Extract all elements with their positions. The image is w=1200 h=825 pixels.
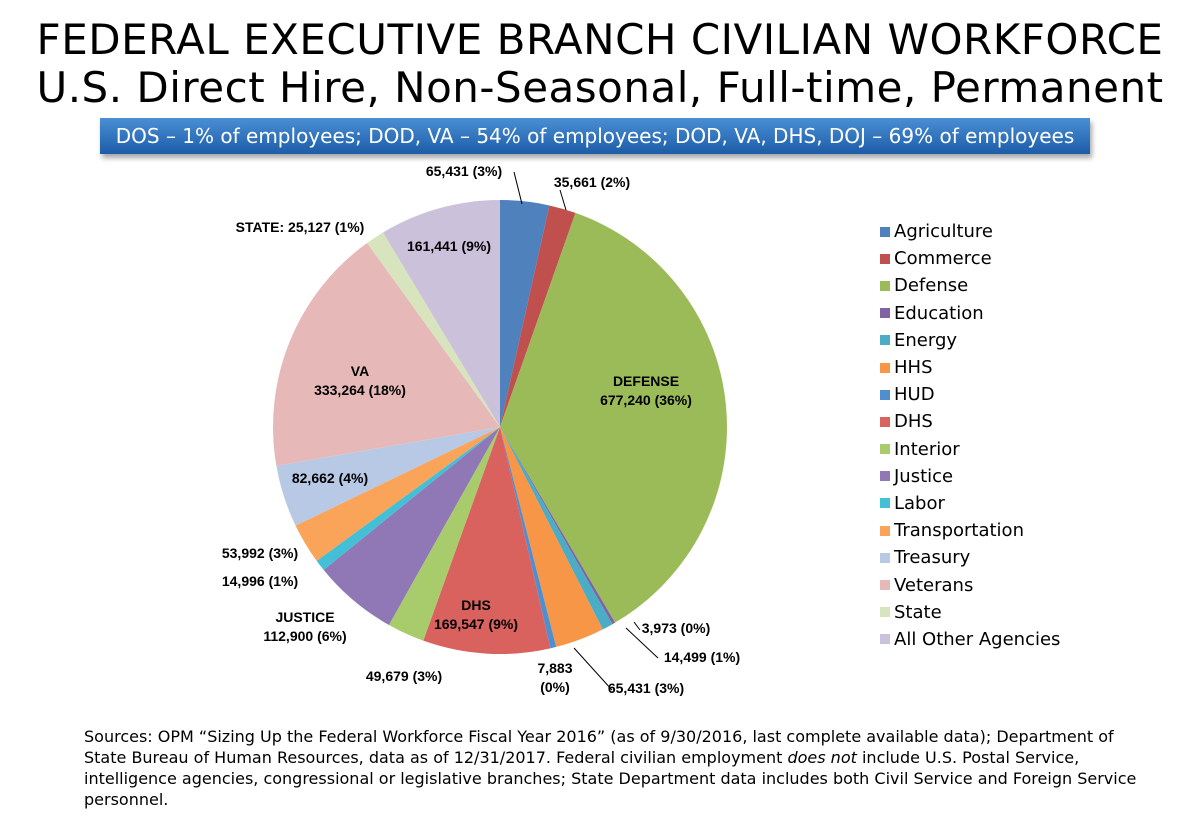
- slice-dhs: [423, 427, 551, 654]
- legend-label: Defense: [894, 275, 969, 297]
- legend-label: Labor: [894, 492, 945, 514]
- legend-item-commerce: Commerce: [880, 245, 1060, 272]
- data-label-energy: 14,499 (1%): [664, 649, 740, 665]
- slice-labor: [316, 427, 500, 570]
- legend-label: Veterans: [894, 574, 974, 596]
- legend-item-defense: Defense: [880, 272, 1060, 299]
- data-label-justice: JUSTICE 112,900 (6%): [263, 609, 346, 644]
- legend-swatch: [880, 444, 890, 455]
- slice-veterans: [272, 242, 500, 466]
- leader-line-commerce: [559, 189, 567, 211]
- data-label-labor: 14,996 (1%): [222, 573, 298, 589]
- legend-label: Energy: [894, 329, 958, 351]
- legend-item-treasury: Treasury: [880, 544, 1060, 571]
- legend-label: State: [894, 601, 942, 623]
- legend-swatch: [880, 308, 890, 319]
- legend-label: Commerce: [894, 248, 992, 270]
- leader-line-agriculture: [513, 171, 523, 205]
- legend-item-hhs: HHS: [880, 354, 1060, 381]
- legend-swatch: [880, 389, 890, 400]
- legend-swatch: [880, 498, 890, 509]
- chart-legend: Agriculture Commerce Defense Education Energ…: [880, 218, 1060, 653]
- legend-swatch: [880, 525, 890, 536]
- leader-line-hhs: [573, 647, 613, 691]
- legend-item-energy: Energy: [880, 327, 1060, 354]
- data-label-education: 3,973 (0%): [642, 620, 710, 636]
- legend-label: Agriculture: [894, 221, 993, 243]
- legend-swatch: [880, 471, 890, 482]
- leader-line-education: [633, 621, 641, 631]
- slice-energy: [500, 427, 613, 630]
- legend-item-state: State: [880, 599, 1060, 626]
- data-label-defense: DEFENSE 677,240 (36%): [600, 373, 692, 408]
- slice-hhs: [500, 427, 603, 647]
- legend-swatch: [880, 607, 890, 618]
- slice-agriculture: [500, 200, 550, 427]
- legend-label: Interior: [894, 438, 960, 460]
- data-label-all-other-agencies: 161,441 (9%): [407, 238, 491, 254]
- legend-item-dhs: DHS: [880, 408, 1060, 435]
- sources-text-1: Sources: OPM “Sizing Up the Federal Work…: [84, 727, 1114, 767]
- slice-all-other-agencies: [383, 200, 500, 427]
- sources-note: Sources: OPM “Sizing Up the Federal Work…: [84, 726, 1144, 810]
- legend-item-labor: Labor: [880, 490, 1060, 517]
- slice-hud: [500, 427, 557, 649]
- data-label-transportation: 53,992 (3%): [222, 545, 298, 561]
- slice-commerce: [500, 205, 576, 427]
- chart-title-line1: FEDERAL EXECUTIVE BRANCH CIVILIAN WORKFO…: [36, 15, 1164, 64]
- slice-justice: [323, 427, 500, 625]
- legend-label: Justice: [894, 465, 954, 487]
- sources-text-2: include U.S. Postal Service, intelligenc…: [84, 748, 1137, 809]
- chart-title-line2: U.S. Direct Hire, Non-Seasonal, Full-tim…: [36, 63, 1164, 112]
- legend-swatch: [880, 416, 890, 427]
- legend-item-education: Education: [880, 300, 1060, 327]
- legend-swatch: [880, 634, 890, 645]
- legend-label: HHS: [894, 357, 933, 379]
- legend-label: Treasury: [894, 547, 971, 569]
- legend-swatch: [880, 335, 890, 346]
- legend-swatch: [880, 580, 890, 591]
- summary-banner: DOS – 1% of employees; DOD, VA – 54% of …: [100, 118, 1090, 154]
- legend-item-all-other-agencies: All Other Agencies: [880, 626, 1060, 653]
- data-label-state: STATE: 25,127 (1%): [236, 219, 365, 235]
- leader-line-energy: [625, 627, 659, 659]
- legend-label: Transportation: [894, 520, 1024, 542]
- legend-swatch: [880, 362, 890, 373]
- legend-label: DHS: [894, 411, 933, 433]
- slice-treasury: [276, 427, 500, 526]
- legend-item-veterans: Veterans: [880, 571, 1060, 598]
- data-label-dhs: DHS 169,547 (9%): [434, 597, 518, 632]
- slice-defense: [500, 212, 727, 623]
- legend-label: All Other Agencies: [894, 628, 1061, 650]
- legend-swatch: [880, 253, 890, 264]
- slice-transportation: [295, 427, 500, 561]
- legend-item-transportation: Transportation: [880, 517, 1060, 544]
- data-label-agriculture: 65,431 (3%): [426, 163, 502, 179]
- legend-swatch: [880, 552, 890, 563]
- slice-interior: [388, 427, 500, 641]
- legend-label: HUD: [894, 384, 935, 406]
- sources-emphasis: does not: [787, 748, 857, 767]
- legend-label: Education: [894, 302, 984, 324]
- legend-item-justice: Justice: [880, 463, 1060, 490]
- data-label-hhs: 65,431 (3%): [608, 680, 684, 696]
- slice-education: [500, 427, 616, 625]
- legend-item-agriculture: Agriculture: [880, 218, 1060, 245]
- data-label-veterans: VA 333,264 (18%): [314, 363, 406, 398]
- legend-swatch: [880, 280, 890, 291]
- data-label-hud: 7,883 (0%): [537, 660, 572, 695]
- legend-item-hud: HUD: [880, 381, 1060, 408]
- slice-state: [367, 232, 500, 427]
- data-label-interior: 49,679 (3%): [366, 668, 442, 684]
- data-label-commerce: 35,661 (2%): [554, 174, 630, 190]
- legend-swatch: [880, 226, 890, 237]
- data-label-treasury: 82,662 (4%): [292, 470, 368, 486]
- legend-item-interior: Interior: [880, 436, 1060, 463]
